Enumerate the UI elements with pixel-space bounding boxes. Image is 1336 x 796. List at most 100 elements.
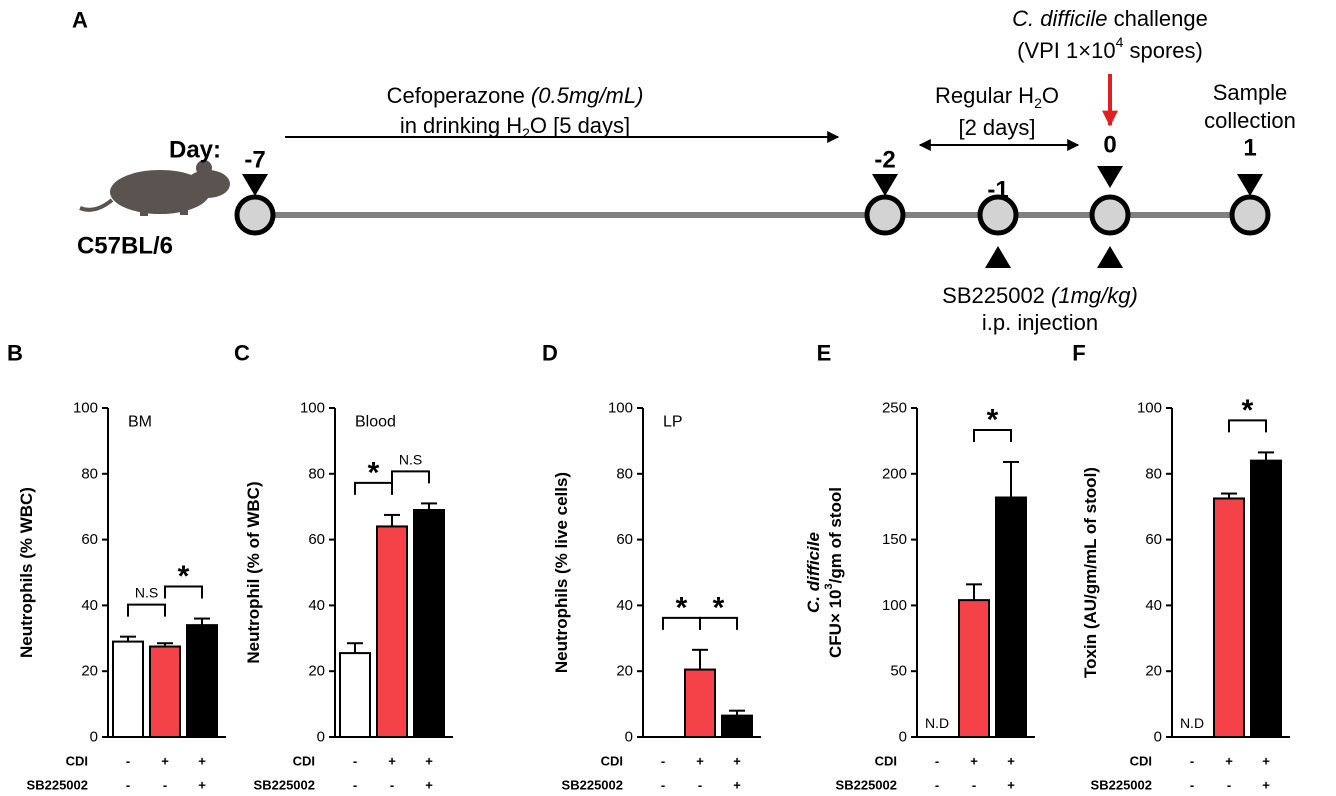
condition-mark: + (198, 754, 206, 769)
text-part: challenge (1108, 6, 1208, 31)
y-tick-label: 100 (882, 597, 907, 614)
text-part: /gm of stool (826, 487, 845, 583)
up-triangle (985, 246, 1011, 268)
condition-mark: - (661, 754, 665, 769)
y-tick-label: 80 (616, 465, 633, 482)
rich-text: Cefoperazone (0.5mg/mL) (387, 83, 644, 108)
bar (186, 624, 218, 739)
timepoint (1089, 194, 1131, 236)
text-part: collection (1204, 108, 1296, 133)
condition-name: CDI (293, 754, 315, 769)
significance-label: * (178, 560, 190, 593)
significance-label: N.S (399, 451, 422, 467)
text-part: in drinking H (400, 113, 522, 138)
condition-mark: + (161, 754, 169, 769)
y-tick-label: 0 (899, 729, 907, 746)
condition-mark: - (353, 754, 357, 769)
text-part: 3 (823, 583, 835, 589)
y-tick-label: 40 (1145, 597, 1162, 614)
timepoint (977, 194, 1019, 236)
condition-name: SB225002 (1091, 778, 1152, 793)
down-triangle (242, 174, 268, 196)
text-part: (VPI 1×10 (1017, 38, 1115, 63)
condition-name: CDI (66, 754, 88, 769)
day-label: 1 (1243, 135, 1256, 162)
condition-mark: + (1007, 778, 1015, 793)
condition-mark: + (1225, 754, 1233, 769)
y-tick-label: 20 (81, 663, 98, 680)
panel-label: F (1072, 341, 1085, 366)
significance-bracket (354, 481, 393, 495)
up-triangle (1097, 246, 1123, 268)
significance-bracket (699, 616, 738, 630)
rich-text: collection (1204, 108, 1296, 133)
rich-text: (VPI 1×104 spores) (1017, 34, 1203, 63)
y-tick-label: 50 (890, 663, 907, 680)
y-tick-label: 20 (616, 663, 633, 680)
strain-label: C57BL/6 (77, 233, 173, 260)
significance-bracket (391, 470, 430, 484)
day-label: 0 (1103, 132, 1116, 159)
condition-mark: - (698, 778, 702, 793)
y-tick-label: 80 (81, 465, 98, 482)
rich-text: C. difficile challenge (1012, 6, 1208, 31)
condition-mark: - (126, 778, 130, 793)
condition-mark: - (1190, 778, 1194, 793)
condition-mark: - (972, 778, 976, 793)
rich-text: Neutrophils (% live cells) (552, 472, 571, 673)
down-triangle (872, 174, 898, 196)
significance-bracket (1228, 419, 1267, 433)
condition-mark: + (696, 754, 704, 769)
y-tick-label: 200 (882, 465, 907, 482)
text-part: Cefoperazone (387, 83, 531, 108)
text-part: 2 (522, 125, 530, 141)
day-label: -2 (874, 147, 895, 174)
significance-bracket (164, 585, 203, 599)
condition-name: SB225002 (254, 778, 315, 793)
y-tick-label: 80 (1145, 465, 1162, 482)
y-tick-label: 20 (1145, 663, 1162, 680)
condition-mark: + (733, 778, 741, 793)
down-triangle (1097, 166, 1123, 188)
condition-name: CDI (1130, 754, 1152, 769)
significance-bracket (127, 603, 166, 617)
condition-mark: - (661, 778, 665, 793)
condition-mark: + (1007, 754, 1015, 769)
text-part: 4 (1116, 34, 1124, 50)
inner-label: BM (128, 414, 152, 431)
y-tick-label: 100 (73, 400, 98, 417)
timepoint (1229, 194, 1271, 236)
condition-mark: - (1227, 778, 1231, 793)
bar (684, 668, 716, 738)
panel-label: C (234, 341, 250, 366)
rich-text: Regular H2O (935, 83, 1059, 112)
text-part: Neutrophils (% WBC) (17, 487, 36, 658)
condition-name: SB225002 (27, 778, 88, 793)
text-part: (0.5mg/mL) (531, 83, 643, 108)
condition-mark: + (970, 754, 978, 769)
condition-name: SB225002 (562, 778, 623, 793)
condition-name: CDI (601, 754, 623, 769)
timepoint (864, 194, 906, 236)
significance-label: * (987, 403, 999, 436)
condition-mark: - (1190, 754, 1194, 769)
value-label: N.D (925, 715, 949, 731)
bar (1250, 459, 1282, 738)
condition-name: CDI (875, 754, 897, 769)
text-part: i.p. injection (982, 310, 1098, 335)
significance-label: * (676, 591, 688, 624)
significance-label: * (1242, 394, 1254, 427)
significance-label: * (368, 456, 380, 489)
condition-mark: + (733, 754, 741, 769)
y-tick-label: 250 (882, 400, 907, 417)
mouse-icon (79, 160, 230, 216)
text-part: Toxin (AU/gm/mL of stool) (1081, 467, 1100, 678)
rich-text: C. difficile (804, 532, 823, 613)
text-part: spores) (1123, 38, 1202, 63)
down-triangle (1237, 174, 1263, 196)
bar (995, 496, 1027, 738)
condition-mark: - (935, 754, 939, 769)
value-label: N.D (1180, 715, 1204, 731)
significance-label: * (713, 591, 725, 624)
condition-name: SB225002 (836, 778, 897, 793)
